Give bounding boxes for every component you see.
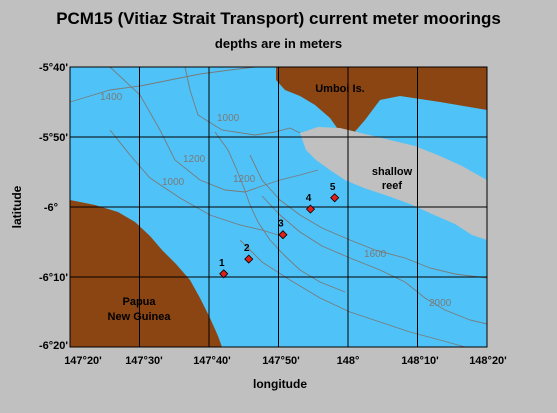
shallow-reef-area bbox=[300, 127, 487, 240]
x-tick-label: 148°20' bbox=[469, 355, 507, 367]
mooring-label: 5 bbox=[330, 182, 336, 193]
contour-label: 1600 bbox=[364, 249, 387, 260]
contour-label: 2000 bbox=[429, 298, 452, 309]
mooring-label: 2 bbox=[244, 243, 250, 254]
y-axis-title: latitude bbox=[10, 185, 24, 228]
y-tick-label: -6°10' bbox=[39, 272, 68, 284]
contour-line bbox=[214, 131, 346, 293]
mooring-label: 1 bbox=[219, 258, 225, 269]
map-subtitle: depths are in meters bbox=[214, 36, 343, 51]
mooring-marker bbox=[330, 193, 340, 203]
contour-line bbox=[261, 195, 488, 325]
x-tick-label: 148°10' bbox=[401, 355, 439, 367]
x-tick-label: 147°20' bbox=[64, 355, 102, 367]
mooring-marker bbox=[244, 254, 254, 264]
contour-label: 1200 bbox=[183, 154, 206, 165]
contour-label: 1400 bbox=[100, 92, 123, 103]
contour-line bbox=[239, 239, 466, 348]
x-tick-label: 147°40' bbox=[193, 355, 231, 367]
papua-new-guinea-label: Papua bbox=[122, 296, 156, 308]
x-tick-label: 147°30' bbox=[125, 355, 163, 367]
shallow-reef-label: shallow bbox=[372, 166, 413, 178]
umboi-island-label: Umboi Is. bbox=[315, 83, 365, 95]
y-tick-labels: -5°40' -5°50' -6° -6°10' -6°20' bbox=[39, 62, 68, 352]
x-tick-label: 147°50' bbox=[262, 355, 300, 367]
y-tick-label: -6°20' bbox=[39, 340, 68, 352]
contour-labels: 1400 1000 1200 1000 1200 1600 2000 bbox=[100, 92, 452, 309]
y-tick-label: -6° bbox=[44, 202, 58, 214]
contour-line bbox=[249, 154, 488, 279]
grid-lines bbox=[69, 66, 488, 348]
papua-new-guinea-label: New Guinea bbox=[108, 311, 172, 323]
umboi-island-land bbox=[276, 67, 487, 135]
mooring-label: 4 bbox=[306, 193, 312, 204]
contour-line bbox=[69, 66, 256, 103]
x-tick-label: 148° bbox=[337, 355, 360, 367]
mooring-marker bbox=[278, 230, 288, 240]
mooring-marker bbox=[219, 269, 229, 279]
x-axis-title: longitude bbox=[253, 377, 307, 391]
place-labels: Umboi Is. shallow reef Papua New Guinea bbox=[108, 83, 413, 323]
x-tick-labels: 147°20' 147°30' 147°40' 147°50' 148° 148… bbox=[64, 355, 507, 367]
papua-new-guinea-land bbox=[70, 200, 222, 347]
contour-label: 1000 bbox=[217, 113, 240, 124]
mooring-markers: 1 2 3 4 5 bbox=[219, 182, 340, 279]
map-title: PCM15 (Vitiaz Strait Transport) current … bbox=[56, 9, 501, 28]
y-tick-label: -5°50' bbox=[39, 132, 68, 144]
contour-line bbox=[109, 66, 319, 193]
y-tick-label: -5°40' bbox=[39, 62, 68, 74]
contour-label: 1000 bbox=[162, 177, 185, 188]
shallow-reef-label: reef bbox=[382, 180, 403, 192]
mooring-label: 3 bbox=[278, 219, 284, 230]
contour-label: 1200 bbox=[233, 174, 256, 185]
mooring-marker bbox=[305, 204, 316, 214]
contour-line bbox=[184, 66, 301, 136]
